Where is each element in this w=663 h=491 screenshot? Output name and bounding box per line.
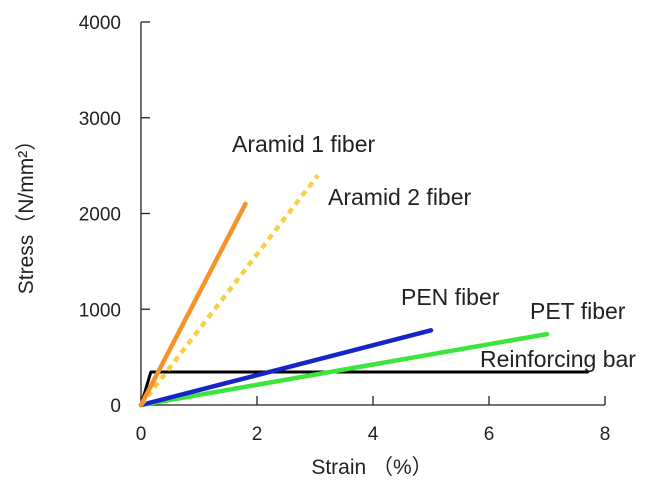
x-tick-label: 8 (600, 424, 611, 445)
series-label-pen-fiber: PEN fiber (401, 284, 500, 310)
x-tick-label: 4 (368, 424, 379, 445)
series-line-aramid-2-fiber (139, 173, 320, 407)
y-tick-label: 3000 (79, 109, 121, 130)
series-labels: Aramid 1 fiber Aramid 2 fiber PEN fiber PET… (232, 131, 636, 372)
series-label-aramid-1-fiber: Aramid 1 fiber (232, 131, 376, 157)
y-tick-label: 2000 (79, 205, 121, 226)
x-tick-label: 6 (484, 424, 495, 445)
x-axis-title: Strain （%） (311, 456, 432, 479)
y-axis-title: Stress（N/mm²） (15, 130, 38, 295)
x-tick-label: 0 (136, 424, 147, 445)
y-tick-label: 1000 (79, 300, 121, 321)
series-line-pen-fiber (138, 328, 434, 408)
series-line-pet-fiber (138, 331, 550, 408)
y-tick-label: 4000 (79, 13, 121, 34)
series-label-reinforcing-bar: Reinforcing bar (480, 346, 636, 372)
y-tick-label: 0 (110, 396, 121, 417)
series-line-aramid-1-fiber (138, 201, 248, 408)
x-tick-label: 2 (252, 424, 263, 445)
series-label-aramid-2-fiber: Aramid 2 fiber (328, 184, 472, 210)
series-lines (138, 173, 590, 408)
series-label-pet-fiber: PET fiber (530, 298, 626, 324)
axes: 0 1000 2000 3000 4000 0 2 4 6 8 (79, 13, 611, 445)
